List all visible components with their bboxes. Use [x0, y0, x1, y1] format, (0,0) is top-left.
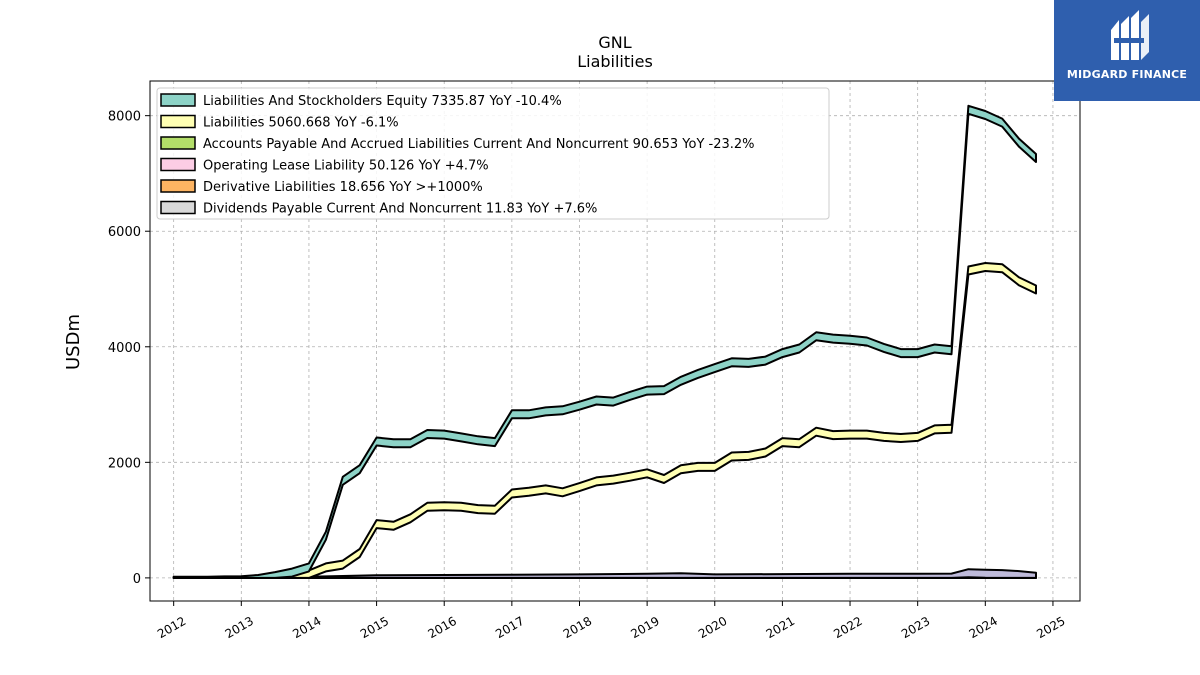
- legend-entry-0: Liabilities And Stockholders Equity 7335…: [203, 94, 562, 109]
- x-tick-label-0: 2012: [155, 614, 188, 641]
- x-tick-label-11: 2023: [899, 614, 932, 641]
- legend-swatch-2: [160, 136, 196, 150]
- y-tick-label-1: 2000: [108, 456, 141, 471]
- legend-entry-3: Operating Lease Liability 50.126 YoY +4.…: [203, 159, 489, 174]
- series-line-1: [172, 262, 1037, 579]
- legend-entry-2: Accounts Payable And Accrued Liabilities…: [203, 137, 755, 152]
- x-tick-label-4: 2016: [425, 614, 458, 641]
- brand-logo: MIDGARD FINANCE: [1054, 0, 1200, 101]
- x-tick-label-2: 2014: [290, 614, 323, 641]
- series-layer: [172, 104, 1037, 579]
- legend-swatch-1: [160, 114, 196, 129]
- x-tick-label-1: 2013: [223, 614, 256, 641]
- legend-box: [156, 87, 830, 220]
- logo-text: MIDGARD FINANCE: [1066, 68, 1188, 81]
- chart-subtitle: Liabilities: [577, 52, 653, 71]
- chart-title: GNL: [598, 33, 631, 52]
- y-tick-label-2: 4000: [108, 341, 141, 356]
- x-tick-label-13: 2025: [1034, 614, 1067, 641]
- series-line-2: [172, 568, 1037, 579]
- legend-swatch-4: [160, 179, 196, 193]
- y-tick-label-0: 0: [133, 572, 141, 587]
- x-tick-label-5: 2017: [493, 614, 526, 641]
- plot-frame: [149, 80, 1081, 602]
- y-tick-label-4: 8000: [108, 110, 141, 125]
- legend-entry-1: Liabilities 5060.668 YoY -6.1%: [203, 116, 399, 131]
- x-tick-label-8: 2020: [696, 614, 729, 641]
- legend-entry-5: Dividends Payable Current And Noncurrent…: [203, 202, 597, 217]
- y-axis: 0 2000 4000 6000 8000: [108, 110, 150, 587]
- y-tick-label-3: 6000: [108, 225, 141, 240]
- legend-entry-4: Derivative Liabilities 18.656 YoY >+1000…: [203, 180, 483, 195]
- legend-swatch-5: [160, 200, 196, 215]
- x-tick-label-9: 2021: [764, 614, 797, 641]
- series-line-0: [172, 104, 1037, 579]
- legend-swatch-3: [160, 157, 196, 172]
- logo-mark-icon: [1111, 10, 1149, 60]
- x-tick-label-3: 2015: [358, 614, 391, 641]
- x-tick-label-12: 2024: [967, 614, 1000, 641]
- legend-swatch-0: [160, 93, 196, 107]
- legend: Liabilities And Stockholders Equity 7335…: [156, 87, 830, 220]
- x-tick-label-6: 2018: [561, 614, 594, 641]
- x-tick-label-10: 2022: [831, 614, 864, 641]
- x-axis: 2012 2013 2014 2015 2016 2017 2018 2019 2020 2021…: [155, 601, 1068, 641]
- x-tick-label-7: 2019: [628, 614, 661, 641]
- y-axis-label: USDm: [63, 314, 84, 370]
